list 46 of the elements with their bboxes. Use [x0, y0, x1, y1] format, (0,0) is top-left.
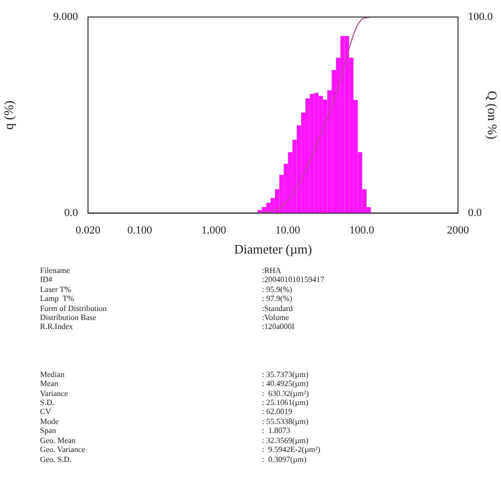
text: : 0.3097(µm)	[262, 454, 306, 464]
y2-tick-label: 0.0	[468, 207, 482, 220]
text: Form of Distribution	[40, 304, 108, 314]
x-tick-label: 0.020	[76, 224, 101, 237]
text: S.D.	[40, 398, 56, 408]
x-tick-label: 1.000	[201, 224, 227, 237]
text: :RHA	[262, 266, 282, 276]
x-tick-label: 100.0	[349, 224, 375, 237]
text: Geo. Mean	[40, 436, 77, 446]
text: : 9.5942E-2(µm²)	[262, 445, 320, 454]
text: Filename	[40, 266, 71, 276]
text: CV	[40, 407, 52, 417]
text: : 62.0019	[262, 407, 292, 417]
text: Mode	[40, 416, 60, 426]
text: : 40.4925(µm)	[262, 379, 308, 389]
y-tick-label: 9.000	[53, 10, 78, 23]
x-tick-label: 2000	[447, 224, 470, 237]
text: :Standard	[262, 304, 293, 314]
text: : 55.5338(µm)	[262, 416, 308, 426]
y2-axis-title: Q (on %)	[484, 90, 500, 140]
text: Variance	[40, 388, 69, 398]
text: : 25.1061(µm)	[262, 398, 308, 408]
text: Span	[40, 426, 57, 436]
y2-tick-label: 100.0	[468, 10, 494, 23]
text: : 35.7373(µm)	[262, 370, 308, 380]
y-axis-title: q (%)	[1, 100, 16, 130]
text: ID#	[40, 275, 54, 285]
text: : 630.32(µm²)	[262, 388, 309, 398]
x-tick-label: 10.00	[275, 224, 301, 237]
text: : 97.9(%)	[262, 294, 292, 304]
text: Geo. S.D.	[40, 454, 73, 464]
text: Laser T%	[40, 284, 72, 294]
text: :200401010159417	[262, 275, 324, 285]
x-tick-label: 0.100	[127, 224, 153, 237]
text: Geo. Variance	[40, 445, 86, 454]
text: R.R.Index	[40, 322, 74, 332]
text: Mean	[40, 379, 60, 389]
text: :Volume	[262, 313, 289, 322]
x-axis-title: Diameter (µm)	[234, 242, 312, 257]
text: : 1.8073	[262, 426, 290, 436]
text: Lamp T%	[40, 294, 76, 304]
text: Median	[40, 370, 66, 380]
text: :120a000I	[262, 322, 294, 332]
text: : 32.3569(µm)	[262, 436, 308, 446]
text: : 95.9(%)	[262, 284, 292, 294]
text: Distribution Base	[40, 313, 98, 322]
